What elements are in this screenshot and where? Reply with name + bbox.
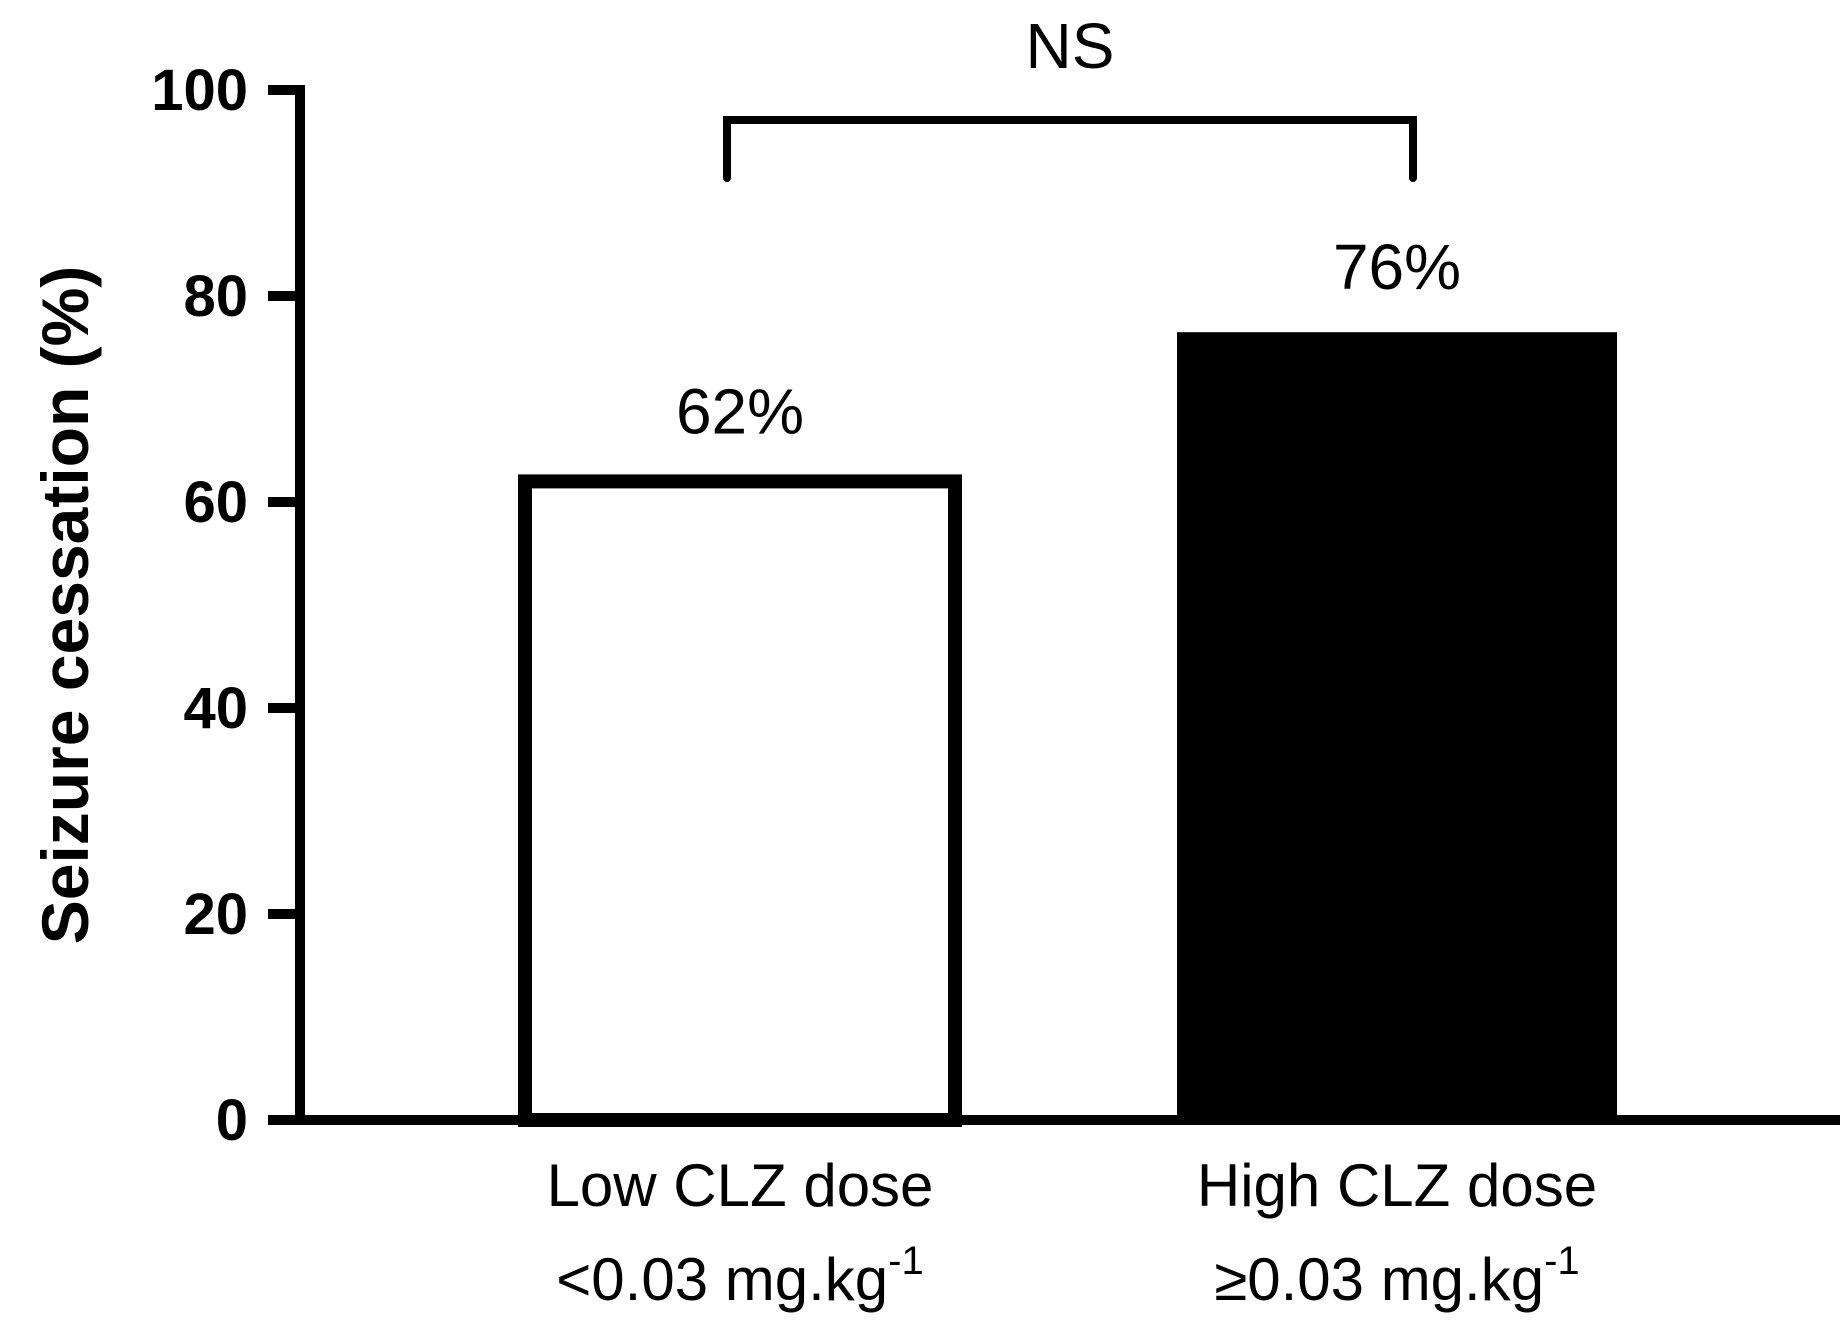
data-labels: 62% 76% bbox=[676, 231, 1461, 447]
y-tick-label: 0 bbox=[216, 1088, 248, 1153]
significance-bracket: NS bbox=[723, 10, 1417, 182]
bar bbox=[1177, 332, 1617, 1120]
y-ticks: 0 20 40 60 80 100 bbox=[151, 58, 300, 1153]
y-tick-label: 40 bbox=[183, 676, 248, 741]
y-tick-label: 20 bbox=[183, 882, 248, 947]
category-label-line2: ≥0.03 mg.kg-1 bbox=[1214, 1239, 1579, 1313]
y-axis-label: Seizure cessation (%) bbox=[28, 266, 102, 945]
significance-label: NS bbox=[1026, 10, 1115, 82]
y-tick-label: 60 bbox=[183, 470, 248, 535]
bar-value-label: 76% bbox=[1333, 231, 1461, 303]
category-unit-exponent: -1 bbox=[888, 1239, 924, 1283]
category-unit-exponent: -1 bbox=[1544, 1239, 1580, 1283]
category-label-line1: Low CLZ dose bbox=[547, 1152, 934, 1219]
bar bbox=[518, 474, 962, 1127]
category-unit: ≥0.03 mg.kg bbox=[1214, 1246, 1544, 1313]
category-unit: <0.03 mg.kg bbox=[556, 1246, 888, 1313]
bars bbox=[518, 332, 1617, 1127]
significance-bracket-line bbox=[723, 116, 1417, 182]
y-tick-label: 80 bbox=[183, 264, 248, 329]
category-label-line1: High CLZ dose bbox=[1197, 1152, 1597, 1219]
bar-value-label: 62% bbox=[676, 375, 804, 447]
category-label-line2: <0.03 mg.kg-1 bbox=[556, 1239, 923, 1313]
y-tick-label: 100 bbox=[151, 58, 248, 123]
